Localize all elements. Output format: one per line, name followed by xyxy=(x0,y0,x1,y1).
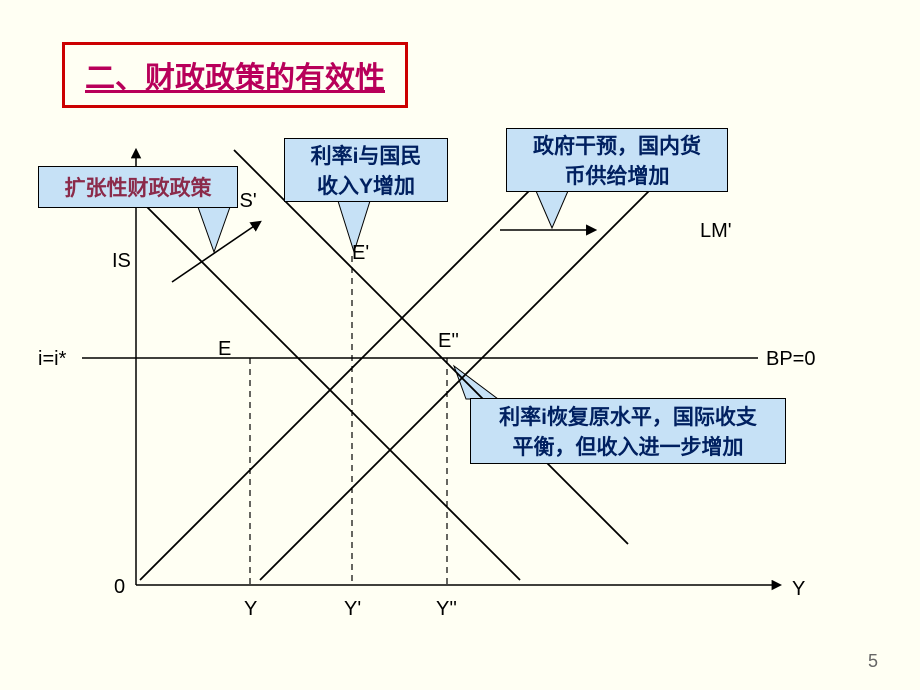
diagram-label: E'' xyxy=(438,330,459,353)
guide-lines xyxy=(250,256,447,585)
diagram-stage xyxy=(0,0,920,690)
diagram-label: Y xyxy=(244,598,257,621)
callout-fiscal-policy: 扩张性财政政策 xyxy=(38,166,238,208)
diagram-label: i=i* xyxy=(38,348,66,371)
slide-number: 5 xyxy=(868,651,878,672)
diagram-label: 0 xyxy=(114,576,125,599)
shift-arrows xyxy=(172,222,595,282)
diagram-label: Y xyxy=(792,578,805,601)
diagram-label: BP=0 xyxy=(766,348,815,371)
diagram-label: Y'' xyxy=(436,598,457,621)
callout-tails xyxy=(198,191,568,399)
callout-gov-supply: 政府干预，国内货币供给增加 xyxy=(506,128,728,192)
diagram-label: Y' xyxy=(344,598,361,621)
diagram-label: E xyxy=(218,338,231,361)
diagram-label: E' xyxy=(352,242,369,265)
axes xyxy=(136,150,780,585)
callout-rate-income: 利率i与国民收入Y增加 xyxy=(284,138,448,202)
callout-recover: 利率i恢复原水平，国际收支平衡，但收入进一步增加 xyxy=(470,398,786,464)
diagram-label: IS xyxy=(112,250,131,273)
diagram-label: LM' xyxy=(700,220,732,243)
